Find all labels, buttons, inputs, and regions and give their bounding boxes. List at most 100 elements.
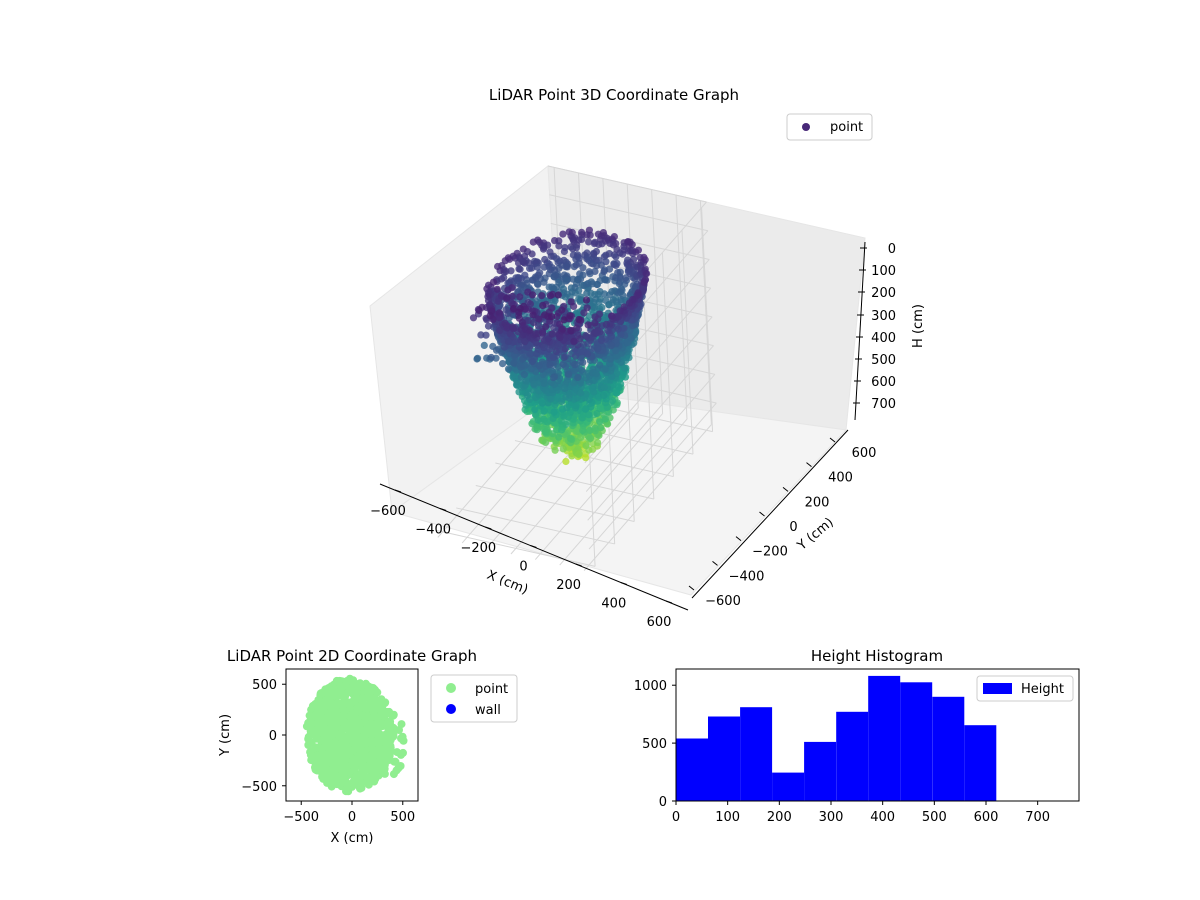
point-3d: [540, 278, 548, 286]
point-3d: [612, 347, 620, 355]
x-tick-label-2d: 500: [390, 810, 415, 825]
y-tick-label-2d: 0: [269, 729, 277, 744]
x-tick-3d: [440, 508, 447, 511]
point-3d: [516, 293, 524, 301]
x-tick-label-hist: 300: [819, 810, 844, 825]
point-3d: [515, 265, 523, 273]
point-2d: [334, 716, 343, 725]
chart-histogram: Height Histogram 0 100 200 300 400 500 600 7000…: [634, 647, 1080, 825]
scatter-points-2d: [302, 674, 408, 796]
histogram-bar: [932, 696, 965, 801]
point-2d: [363, 712, 372, 721]
point-3d: [538, 292, 546, 300]
legend-2d: point wall: [430, 674, 518, 723]
point-3d: [607, 312, 616, 320]
grid-line: [549, 194, 708, 232]
grid-line: [585, 345, 714, 492]
point-3d: [586, 434, 595, 442]
point-2d: [376, 758, 385, 767]
pane-floor: [390, 389, 848, 596]
point-2d: [366, 720, 374, 729]
chart-3d-title: LiDAR Point 3D Coordinate Graph: [489, 86, 739, 104]
grid-line: [588, 402, 717, 550]
point-3d: [570, 388, 578, 397]
y-tick-label-3d: 0: [789, 520, 797, 535]
point-3d: [550, 408, 558, 416]
x-tick-label-hist: 200: [767, 810, 792, 825]
point-2d: [380, 699, 389, 708]
point-2d: [343, 677, 351, 685]
y-tick-3d: [782, 486, 789, 492]
point-3d: [607, 342, 616, 350]
point-2d: [350, 697, 359, 706]
point-3d: [534, 416, 542, 424]
point-3d: [540, 379, 548, 387]
point-3d: [581, 405, 590, 413]
point-2d: [334, 760, 343, 769]
x-ticks-3d: −600 −400 −200 0 200 400 600: [370, 489, 673, 630]
point-3d: [539, 245, 548, 253]
point-2d: [390, 757, 399, 766]
point-2d: [342, 785, 351, 793]
y-tick-label-3d: −600: [705, 594, 741, 609]
point-3d: [605, 265, 614, 273]
point-3d: [579, 264, 587, 272]
histogram-bar: [676, 738, 708, 801]
point-3d: [518, 318, 527, 326]
point-2d: [356, 784, 364, 793]
point-3d: [559, 360, 567, 368]
point-3d: [612, 261, 620, 270]
point-2d: [304, 741, 313, 749]
point-3d: [579, 426, 587, 435]
point-2d: [364, 729, 373, 738]
x-tick-3d: [665, 600, 673, 604]
point-3d: [606, 291, 614, 299]
point-3d: [559, 445, 567, 453]
point-3d: [555, 433, 563, 441]
point-3d: [603, 276, 611, 284]
point-3d: [469, 314, 478, 322]
x-tick-3d: [620, 582, 627, 585]
point-3d: [620, 324, 628, 332]
point-2d: [321, 688, 330, 697]
z-ticks-3d: 0 100 200 300 400 500 600 700: [853, 242, 896, 412]
x-tick-label-3d: 0: [519, 560, 527, 575]
point-3d: [601, 415, 609, 423]
point-3d: [535, 315, 543, 323]
x-tick-label-3d: −200: [460, 541, 496, 556]
point-2d: [389, 711, 398, 720]
point-2d: [343, 744, 352, 753]
point-3d: [572, 402, 580, 410]
point-2d: [336, 682, 345, 691]
point-3d: [532, 301, 540, 309]
point-3d: [616, 307, 624, 315]
x-tick-3d: [530, 545, 537, 548]
point-3d: [582, 332, 591, 340]
point-3d: [591, 313, 599, 321]
point-3d: [600, 267, 608, 275]
point-3d: [585, 268, 593, 276]
point-3d: [533, 373, 542, 381]
point-3d: [523, 391, 532, 400]
histogram-bar: [836, 711, 869, 801]
legend-2d-label-wall: wall: [475, 703, 501, 718]
legend-2d-marker-wall: [446, 704, 456, 714]
point-3d: [521, 337, 529, 345]
z-tick-label-3d: 300: [871, 309, 896, 324]
chart-2d-title: LiDAR Point 2D Coordinate Graph: [227, 647, 477, 665]
y-tick-3d: [688, 585, 695, 591]
point-3d: [504, 338, 513, 346]
point-3d: [570, 415, 578, 423]
point-2d: [371, 685, 379, 694]
point-3d: [515, 308, 523, 316]
point-3d: [542, 323, 550, 331]
point-3d: [549, 353, 558, 361]
point-2d: [306, 719, 315, 728]
point-3d: [520, 370, 529, 379]
point-2d: [370, 698, 378, 707]
legend-hist-frame: [976, 675, 1074, 702]
point-3d: [559, 325, 567, 333]
point-2d: [340, 774, 349, 783]
point-3d: [629, 322, 637, 330]
